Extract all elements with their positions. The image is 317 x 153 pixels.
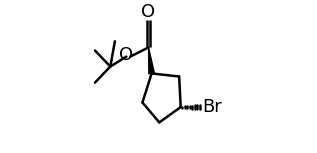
- Text: Br: Br: [202, 98, 222, 116]
- Text: O: O: [141, 3, 156, 21]
- Text: O: O: [119, 46, 133, 64]
- Polygon shape: [149, 47, 154, 74]
